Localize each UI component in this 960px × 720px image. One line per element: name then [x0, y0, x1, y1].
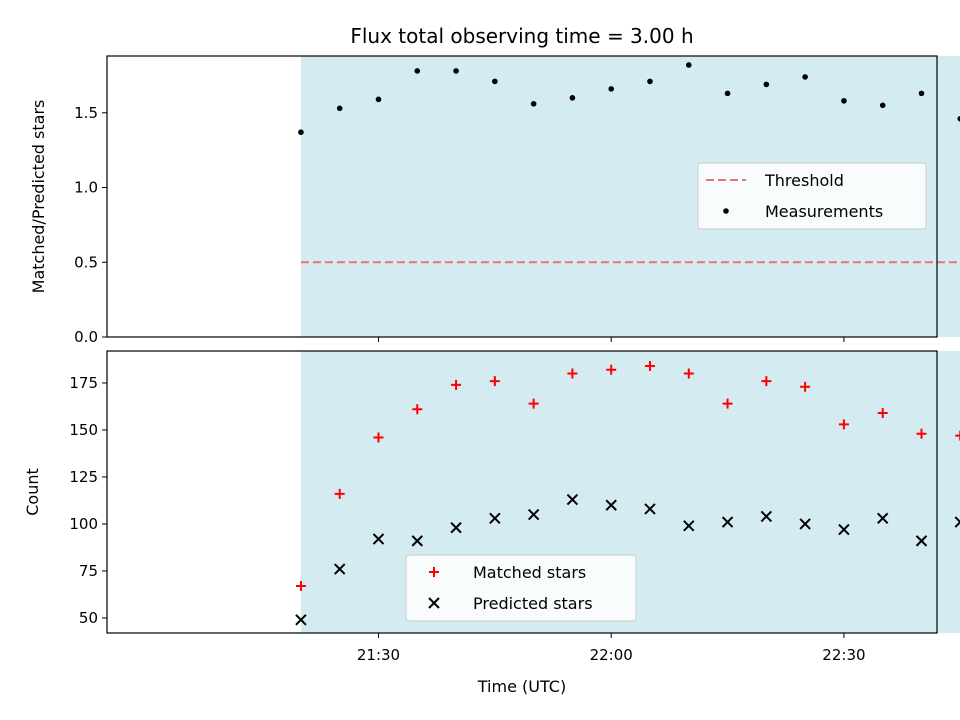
- predicted-point: [566, 493, 579, 506]
- bottom-panel: 507510012515017521:3022:0022:3023:0023:3…: [23, 350, 960, 696]
- legend-box: [697, 162, 927, 230]
- legend-measurement-marker: [723, 208, 729, 214]
- matched-point: [644, 361, 655, 372]
- predicted-point: [915, 535, 928, 547]
- measurement-point: [802, 74, 808, 80]
- predicted-point: [760, 510, 773, 523]
- predicted-point: [334, 563, 346, 575]
- top-axes-frame: [106, 55, 938, 338]
- measurement-point: [569, 95, 576, 101]
- predicted-point: [954, 516, 960, 528]
- legend-label: Predicted stars: [473, 594, 593, 613]
- measurement-point: [724, 90, 731, 97]
- predicted-point: [721, 516, 734, 528]
- y-tick-label: 75: [79, 562, 98, 580]
- matched-point: [722, 398, 733, 409]
- predicted-stars-series: [295, 493, 960, 626]
- matched-point: [955, 430, 960, 441]
- y-tick-label: 50: [79, 609, 98, 627]
- matched-point: [412, 404, 423, 415]
- matched-point: [800, 381, 811, 392]
- predicted-point: [605, 499, 617, 511]
- matched-point: [606, 364, 617, 375]
- measurement-point: [492, 78, 498, 85]
- y-tick-label: 150: [69, 421, 98, 439]
- measurement-point: [918, 90, 925, 97]
- legend-box: [405, 554, 637, 622]
- matched-point: [489, 376, 500, 387]
- matched-stars-series: [295, 361, 960, 591]
- top-legend: Threshold Measurements: [697, 162, 927, 230]
- top-y-axis-label: Matched/Predicted stars: [29, 100, 48, 294]
- bottom-axes-frame: [106, 350, 938, 634]
- predicted-point: [295, 614, 307, 626]
- matched-point: [838, 419, 849, 430]
- matched-point: [683, 368, 694, 379]
- y-tick-label: 125: [69, 468, 98, 486]
- predicted-point: [372, 533, 385, 545]
- y-tick-label: 1.5: [74, 104, 98, 122]
- predicted-point: [876, 512, 889, 525]
- x-tick-label: 22:30: [822, 646, 865, 664]
- matched-point: [761, 376, 772, 387]
- measurement-point: [336, 105, 343, 112]
- y-tick-label: 175: [69, 374, 98, 392]
- legend-predicted-marker: [428, 597, 440, 609]
- measurement-point: [879, 102, 886, 109]
- measurement-point: [453, 68, 459, 74]
- measurement-point: [841, 98, 847, 104]
- matched-point: [567, 368, 578, 379]
- measurement-point: [298, 129, 304, 136]
- predicted-point: [489, 512, 501, 525]
- y-tick-label: 1.0: [74, 179, 98, 197]
- bottom-legend: Matched stars Predicted stars: [405, 554, 637, 622]
- measurement-point: [957, 115, 960, 122]
- predicted-point: [527, 508, 540, 521]
- measurement-point: [530, 101, 537, 107]
- measurement-point: [375, 96, 382, 103]
- x-axis-label: Time (UTC): [477, 677, 566, 696]
- y-tick-label: 100: [69, 515, 98, 533]
- predicted-point: [450, 522, 462, 534]
- measurement-point: [685, 62, 692, 68]
- matched-point: [916, 428, 927, 439]
- legend-matched-marker: [429, 567, 439, 577]
- predicted-point: [411, 535, 423, 547]
- chart-title: Flux total observing time = 3.00 h: [350, 24, 693, 48]
- matched-point: [528, 398, 539, 409]
- predicted-point: [799, 518, 811, 530]
- measurements-series: [298, 62, 960, 136]
- matched-point: [334, 488, 345, 499]
- legend-label: Threshold: [764, 171, 844, 190]
- matched-point: [373, 432, 384, 443]
- measurement-point: [608, 86, 615, 92]
- x-tick-label: 21:30: [357, 646, 400, 664]
- bottom-y-axis-label: Count: [23, 468, 42, 516]
- x-tick-label: 22:00: [590, 646, 633, 664]
- measurement-point: [647, 78, 653, 85]
- predicted-point: [838, 523, 850, 536]
- legend-label: Measurements: [765, 202, 883, 221]
- y-tick-label: 0.5: [74, 253, 98, 271]
- top-panel: 0.0 0.5 1.0 1.5 Matched/Predicted stars Thres…: [29, 55, 960, 346]
- matched-point: [877, 408, 888, 419]
- measurement-point: [763, 81, 770, 88]
- predicted-point: [644, 503, 656, 515]
- measurement-point: [414, 68, 421, 74]
- predicted-point: [683, 520, 695, 532]
- legend-label: Matched stars: [473, 563, 586, 582]
- matched-point: [451, 379, 462, 390]
- y-tick-label: 0.0: [74, 328, 98, 346]
- matched-point: [295, 581, 306, 591]
